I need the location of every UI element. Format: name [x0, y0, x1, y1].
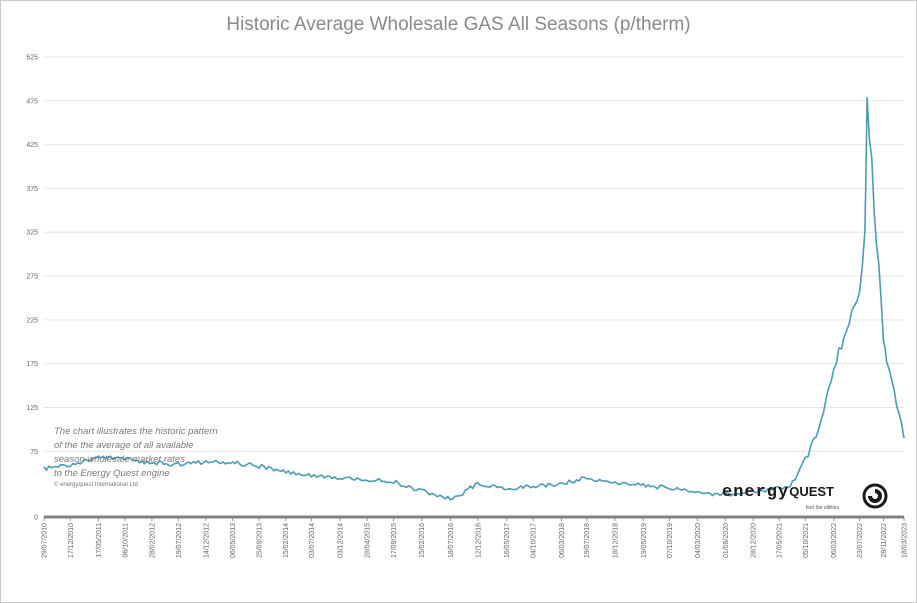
x-tick-label: 03/12/2014 — [337, 523, 344, 558]
y-tick-label: 525 — [26, 55, 38, 62]
grid-lines — [44, 56, 904, 518]
x-tick-label: 12/12/2016 — [475, 523, 482, 558]
series-line — [43, 96, 905, 501]
x-tick-label: 01/08/2020 — [723, 523, 730, 558]
x-tick-label: 04/10/2017 — [530, 523, 537, 558]
logo-wordmark: energyQUEST — [722, 483, 834, 502]
x-axis-ticks: 29/07/2010 17/12/2010 17/05/2011 06/10/2011… — [42, 517, 909, 558]
x-tick-label: 28/11/2022 — [881, 523, 888, 558]
annotation-line-4: to the Energy Quest engine — [54, 468, 170, 479]
x-tick-label: 28/04/2015 — [365, 523, 372, 558]
x-tick-label: 25/09/2013 — [257, 523, 264, 558]
y-tick-label: 425 — [26, 142, 38, 149]
x-tick-label: 03/07/2014 — [309, 523, 316, 558]
y-axis-ticks: 0 75 125 175 225 275 325 375 425 475 525 — [26, 55, 38, 522]
x-tick-label: 19/07/2012 — [176, 523, 183, 558]
y-tick-label: 475 — [26, 98, 38, 105]
x-tick-label: 17/09/2015 — [391, 523, 398, 558]
logo-swirl-icon — [862, 483, 888, 509]
logo-tagline: find the utilities — [806, 505, 840, 511]
logo-word-energy: energy — [722, 483, 790, 502]
x-tick-label: 18/03/2023 — [902, 523, 909, 558]
energyquest-logo: energyQUEST find the utilities — [722, 483, 892, 519]
x-tick-label: 18/12/2018 — [612, 523, 619, 558]
x-tick-label: 23/07/2022 — [857, 523, 864, 558]
x-tick-label: 28/12/2020 — [751, 523, 758, 558]
x-tick-label: 17/12/2010 — [68, 523, 75, 558]
x-tick-label: 17/05/2021 — [777, 523, 784, 558]
logo-word-quest: QUEST — [789, 484, 835, 499]
x-tick-label: 18/07/2016 — [448, 523, 455, 558]
chart-title: Historic Average Wholesale GAS All Seaso… — [226, 14, 691, 35]
x-tick-label: 05/10/2021 — [803, 523, 810, 558]
chart-annotation: The chart illustrates the historic patte… — [54, 425, 294, 489]
y-tick-label: 125 — [26, 405, 38, 412]
annotation-line-2: of the the average of all available — [54, 440, 194, 451]
x-tick-label: 19/07/2018 — [584, 523, 591, 558]
x-tick-label: 06/10/2011 — [122, 523, 129, 558]
x-tick-label: 06/03/2022 — [831, 523, 838, 558]
y-tick-label: 175 — [26, 361, 38, 368]
x-tick-label: 07/10/2019 — [667, 523, 674, 558]
x-tick-label: 19/05/2019 — [641, 523, 648, 558]
y-tick-label: 225 — [26, 317, 38, 324]
x-tick-label: 06/03/2018 — [559, 523, 566, 558]
annotation-line-3: season wholesale market rates — [54, 454, 185, 465]
x-tick-label: 14/12/2012 — [203, 523, 210, 558]
annotation-copyright: © energyquest International Ltd — [54, 482, 138, 488]
x-tick-label: 16/05/2017 — [504, 523, 511, 558]
y-tick-label: 325 — [26, 230, 38, 237]
x-tick-label: 15/02/2014 — [283, 523, 290, 558]
y-tick-label: 75 — [30, 449, 38, 456]
x-tick-label: 15/02/2016 — [419, 523, 426, 558]
annotation-line-1: The chart illustrates the historic patte… — [54, 426, 218, 437]
x-tick-label: 17/05/2011 — [96, 523, 103, 558]
x-tick-label: 06/05/2013 — [230, 523, 237, 558]
x-tick-label: 04/03/2020 — [695, 523, 702, 558]
x-tick-label: 28/02/2012 — [149, 523, 156, 558]
y-tick-label: 375 — [26, 186, 38, 193]
y-tick-label: 0 — [34, 515, 38, 522]
x-tick-label: 29/07/2010 — [42, 523, 49, 558]
y-tick-label: 275 — [26, 274, 38, 281]
